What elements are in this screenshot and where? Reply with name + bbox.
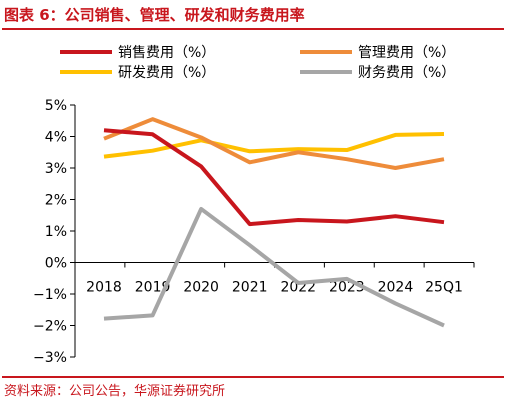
series-line-3 [103, 131, 445, 159]
legend-label-2: 管理费用（%） [358, 45, 455, 61]
x-tick-label: 2020 [183, 280, 219, 296]
x-tick-label: 2024 [378, 280, 414, 296]
title-divider [2, 28, 504, 30]
expense-ratio-line-chart: 销售费用（%） 管理费用（%） 研发费用（%） 财务费用（%） 5% 4% 3% 2% 1% 0… [33, 45, 475, 366]
y-tick-label: 1% [45, 224, 67, 240]
y-tick-label: 3% [45, 161, 67, 177]
legend-label-3: 研发费用（%） [118, 65, 215, 81]
x-axis: 2018 2019 2020 2021 2022 2023 2024 25Q1 [74, 262, 475, 296]
y-tick-label: −2% [33, 319, 67, 335]
x-tick-label: 2018 [86, 280, 122, 296]
y-tick-label: 0% [45, 256, 67, 272]
x-tick-label: 25Q1 [425, 280, 463, 296]
series-lines [103, 117, 445, 328]
legend: 销售费用（%） 管理费用（%） 研发费用（%） 财务费用（%） [60, 45, 455, 81]
y-tick-label: 4% [45, 130, 67, 146]
y-tick-label: 5% [45, 98, 67, 114]
y-tick-label: 2% [45, 193, 67, 209]
series-line-4 [103, 206, 445, 328]
x-tick-label: 2021 [232, 280, 268, 296]
figure-title: 图表 6：公司销售、管理、研发和财务费用率 [4, 6, 305, 24]
footer-divider [2, 376, 504, 378]
y-tick-label: −1% [33, 287, 67, 303]
legend-label-4: 财务费用（%） [358, 65, 455, 81]
source-note: 资料来源：公司公告，华源证券研究所 [4, 384, 226, 399]
series-line-2 [103, 117, 445, 170]
y-tick-label: −3% [33, 350, 67, 366]
legend-label-1: 销售费用（%） [118, 45, 215, 61]
y-axis: 5% 4% 3% 2% 1% 0% −1% −2% −3% [33, 98, 76, 366]
series-line-1 [103, 128, 445, 227]
